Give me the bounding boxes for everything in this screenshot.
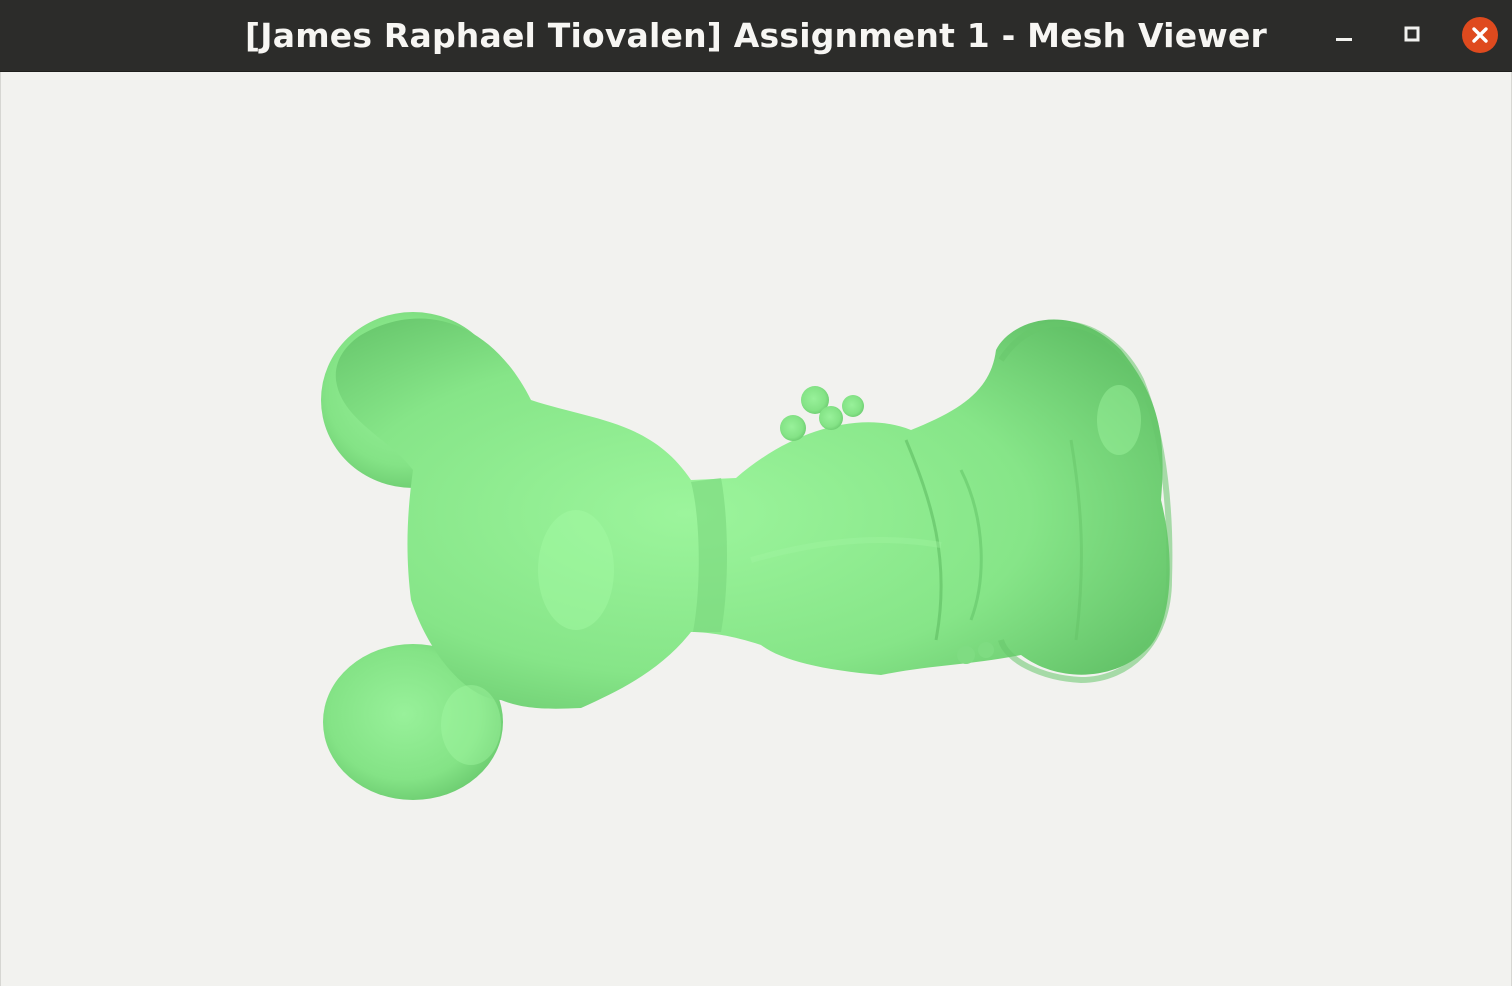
window-title: [James Raphael Tiovalen] Assignment 1 - … — [244, 16, 1268, 55]
top-bump — [842, 395, 864, 417]
top-bump — [819, 406, 843, 430]
maximize-button[interactable] — [1394, 17, 1430, 53]
close-icon — [1472, 27, 1488, 43]
right-rim — [998, 320, 1173, 684]
specular-highlight — [538, 510, 614, 630]
bottom-bump — [957, 646, 975, 664]
top-bump — [801, 386, 829, 414]
render-viewport[interactable] — [0, 72, 1512, 986]
minimize-icon — [1336, 38, 1352, 41]
close-button[interactable] — [1462, 17, 1498, 53]
mesh-model — [321, 312, 1173, 800]
body-crease — [904, 439, 943, 641]
body-crease — [959, 469, 983, 621]
minimize-button[interactable] — [1326, 17, 1362, 53]
lower-left-lobe — [323, 644, 503, 800]
specular-highlight — [441, 685, 501, 765]
mesh-body — [335, 318, 1170, 709]
title-bar[interactable]: [James Raphael Tiovalen] Assignment 1 - … — [0, 0, 1512, 72]
top-bump — [780, 415, 806, 441]
maximize-icon — [1404, 26, 1420, 42]
neck-band — [691, 478, 727, 632]
body-crease — [750, 537, 942, 563]
bottom-bump — [978, 642, 994, 658]
body-crease — [1069, 439, 1083, 641]
specular-highlight — [1097, 385, 1141, 455]
